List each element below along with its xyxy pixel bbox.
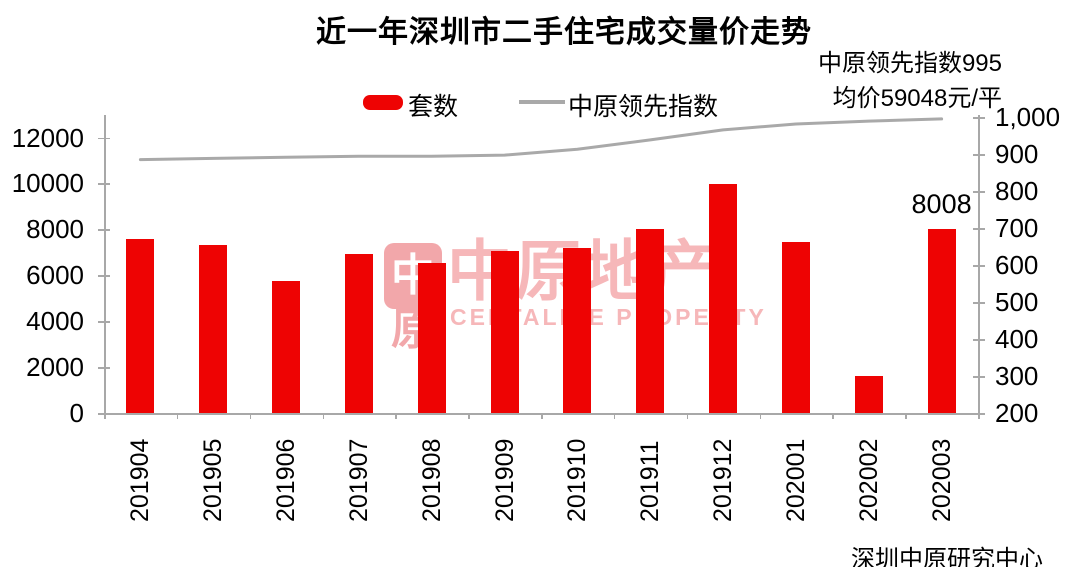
x-axis-tick <box>176 413 179 419</box>
bar-201910 <box>563 248 592 413</box>
y-axis-left-label-6000: 6000 <box>26 260 84 291</box>
bar-202001 <box>781 241 810 413</box>
y-axis-right-label-1000: 1,000 <box>995 102 1061 132</box>
bar-201905 <box>199 245 228 413</box>
y-axis-right-label-900: 900 <box>995 139 1039 169</box>
x-axis-tick <box>249 413 252 419</box>
y-axis-right-label-300: 300 <box>995 361 1039 391</box>
x-axis-label-201910: 201910 <box>563 438 592 522</box>
x-axis-tick <box>686 413 689 419</box>
y-axis-left-label-2000: 2000 <box>26 352 84 383</box>
x-axis-label-202001: 202001 <box>781 438 810 522</box>
y-axis-left-label-4000: 4000 <box>26 306 84 337</box>
x-axis-label-201909: 201909 <box>490 438 519 522</box>
y-axis-right-label-400: 400 <box>995 324 1039 354</box>
y-axis-left-label-0: 0 <box>69 398 84 428</box>
y-axis-right-label-200: 200 <box>995 398 1039 428</box>
x-axis-tick <box>832 413 834 419</box>
x-axis-label-202002: 202002 <box>854 438 883 522</box>
x-axis-tick <box>395 413 397 419</box>
x-axis-tick <box>905 413 907 419</box>
y-axis-right-tick <box>973 376 985 378</box>
legend-bar-label: 套数 <box>408 93 459 121</box>
y-axis-right-label-700: 700 <box>995 213 1039 243</box>
x-axis-label-201908: 201908 <box>417 438 446 522</box>
legend-bar-swatch-icon <box>363 95 403 110</box>
y-axis-right-tick <box>973 154 985 156</box>
y-axis-left-line <box>104 115 106 413</box>
annotation-average-price: 均价59048元/平 <box>832 85 1002 112</box>
y-axis-left-tick <box>98 367 110 369</box>
bar-202003 <box>927 229 956 413</box>
bar-201908 <box>417 262 446 413</box>
x-axis-label-201911: 201911 <box>636 440 665 522</box>
bar-201904 <box>126 238 155 413</box>
bar-202002 <box>854 376 883 413</box>
x-axis-tick <box>978 413 980 419</box>
bar-201907 <box>344 253 373 413</box>
x-axis-label-202003: 202003 <box>927 438 956 522</box>
bar-201906 <box>272 281 301 413</box>
y-axis-left-tick <box>98 275 110 277</box>
y-axis-left-tick <box>98 137 110 139</box>
x-axis-label-201912: 201912 <box>709 438 738 522</box>
y-axis-left-tick <box>98 229 110 231</box>
x-axis-label-201904: 201904 <box>126 438 155 522</box>
y-axis-left-label-8000: 8000 <box>26 214 84 245</box>
x-axis-label-201906: 201906 <box>272 438 301 522</box>
bar-201912 <box>709 184 738 413</box>
y-axis-right-tick <box>973 191 985 193</box>
bar-201911 <box>636 229 665 413</box>
annotation-leading-index: 中原领先指数995 <box>817 50 1002 77</box>
y-axis-left-label-10000: 10000 <box>11 168 84 199</box>
footer-source: 深圳中原研究中心 <box>851 546 1043 567</box>
y-axis-left-tick <box>98 183 110 185</box>
y-axis-left-tick <box>98 321 110 323</box>
x-axis-tick <box>104 413 106 419</box>
y-axis-right-label-500: 500 <box>995 287 1039 317</box>
x-axis-tick <box>541 413 543 419</box>
x-axis-tick <box>759 413 761 419</box>
y-axis-left-label-12000: 12000 <box>11 122 84 153</box>
x-axis-tick <box>322 413 324 419</box>
x-axis-label-201905: 201905 <box>199 438 228 522</box>
y-axis-right-tick <box>973 339 985 341</box>
y-axis-right-tick <box>973 117 985 119</box>
legend-line-swatch-icon <box>519 100 565 104</box>
x-axis-tick <box>613 413 616 419</box>
bar-201909 <box>490 250 519 413</box>
y-axis-right-tick <box>973 265 985 267</box>
legend-line-label: 中原领先指数 <box>568 93 719 121</box>
y-axis-right-label-800: 800 <box>995 176 1039 206</box>
y-axis-right-tick <box>973 302 985 304</box>
x-axis-tick <box>468 413 470 419</box>
y-axis-right-line <box>978 115 980 413</box>
y-axis-right-tick <box>973 228 985 230</box>
x-axis-label-201907: 201907 <box>344 438 373 522</box>
bar-value-label-202003: 8008 <box>911 189 972 220</box>
y-axis-right-label-600: 600 <box>995 250 1039 280</box>
chart-title: 近一年深圳市二手住宅成交量价走势 <box>316 16 812 49</box>
